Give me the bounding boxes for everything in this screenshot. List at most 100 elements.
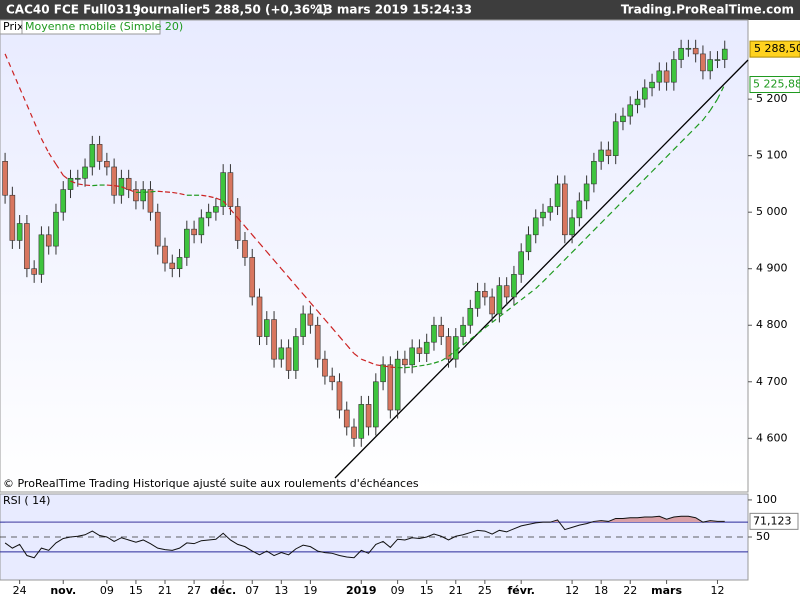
- candle-body: [678, 47, 684, 60]
- y-tick-label: 4 800: [756, 318, 788, 331]
- candle-body: [598, 149, 604, 162]
- candle-body: [9, 194, 16, 241]
- candle-body: [547, 206, 554, 213]
- x-tick-label: févr.: [507, 584, 534, 597]
- ma-segment: [644, 171, 653, 180]
- ma-segment: [280, 268, 290, 278]
- candle-body: [460, 324, 466, 337]
- candle-body: [343, 409, 350, 428]
- rsi-marker-label: 71,123: [753, 514, 792, 527]
- candle-body: [147, 189, 154, 213]
- candle-body: [511, 274, 517, 298]
- ma-segment: [55, 163, 64, 176]
- ma-marker-label: 5 225,88: [753, 78, 800, 91]
- ma-segment: [448, 350, 457, 357]
- ma-segment: [491, 316, 500, 323]
- candle-body: [685, 47, 692, 50]
- x-tick-label: 15: [129, 584, 143, 597]
- candle-body: [496, 285, 503, 315]
- ma-segment: [557, 259, 566, 268]
- candle-body: [431, 324, 437, 343]
- ma-segment: [709, 98, 718, 111]
- x-tick-label: 07: [245, 584, 259, 597]
- candle-body: [620, 115, 626, 123]
- candle-body: [133, 189, 139, 202]
- ma-segment: [484, 321, 493, 329]
- candle-body: [649, 81, 655, 89]
- x-tick-label: 09: [391, 584, 405, 597]
- candle-body: [467, 307, 474, 326]
- ma-segment: [622, 193, 631, 202]
- ma-segment: [506, 304, 515, 312]
- candle-body: [227, 172, 234, 207]
- candle-body: [583, 183, 590, 202]
- candle-body: [540, 211, 546, 219]
- candle-body: [409, 347, 415, 366]
- ma-segment: [288, 276, 297, 287]
- note: © ProRealTime Trading Historique ajusté …: [3, 477, 419, 490]
- rsi-marker: [749, 512, 799, 530]
- ma-segment: [433, 360, 442, 364]
- ma-segment: [499, 310, 508, 318]
- candle-body: [125, 177, 132, 190]
- ma-segment: [593, 222, 602, 231]
- ma-segment: [121, 186, 129, 191]
- ma-segment: [229, 208, 239, 219]
- candle-body: [721, 48, 728, 60]
- y-tick-label: 50: [756, 530, 770, 543]
- candle-body: [300, 313, 306, 337]
- candle-body: [154, 211, 161, 247]
- candle-body: [474, 291, 481, 309]
- ma-segment: [201, 194, 209, 197]
- candle-body: [482, 291, 488, 298]
- candle-body: [271, 319, 277, 360]
- candle-body: [53, 211, 59, 247]
- ma-segment: [208, 195, 217, 199]
- ma-segment: [702, 110, 711, 121]
- candle-body: [104, 161, 110, 168]
- ma-segment: [695, 119, 704, 128]
- last-price-marker: [749, 40, 800, 58]
- ma-segment: [368, 361, 377, 366]
- candle-body: [336, 381, 343, 411]
- ma-segment: [462, 338, 471, 346]
- ma-segment: [128, 189, 137, 193]
- candle-body: [641, 87, 648, 100]
- x-tick-label: 19: [303, 584, 317, 597]
- ma-segment: [48, 152, 57, 165]
- candle-body: [656, 70, 663, 83]
- x-tick-label: 12: [565, 584, 579, 597]
- candle-body: [518, 251, 525, 275]
- candle-body: [714, 59, 721, 61]
- ma-segment: [302, 293, 311, 304]
- ma-segment: [164, 191, 173, 194]
- ma-segment: [412, 365, 420, 368]
- legend-price: Prix: [3, 20, 24, 33]
- candle-body: [45, 234, 52, 247]
- x-tick-label: 24: [13, 584, 27, 597]
- candle-body: [387, 364, 394, 411]
- ma-segment: [106, 184, 115, 187]
- ma-segment: [114, 185, 122, 188]
- candle-body: [162, 245, 168, 264]
- ma-segment: [143, 191, 151, 194]
- price: 5 288,50 (+0,36%): [202, 3, 328, 17]
- candle-body: [532, 217, 539, 236]
- ma-segment: [382, 365, 391, 368]
- candle-body: [358, 404, 365, 439]
- candle-body: [285, 347, 292, 371]
- datetime: 13 mars 2019 15:24:33: [316, 3, 472, 17]
- candles: [2, 39, 728, 447]
- ma-segment: [92, 184, 100, 187]
- candle-body: [569, 217, 575, 236]
- candle-body: [445, 336, 452, 360]
- ma-segment: [11, 70, 21, 89]
- ma-segment: [295, 285, 304, 295]
- candle-body: [394, 358, 401, 411]
- candle-body: [692, 47, 699, 55]
- candle-body: [2, 161, 8, 196]
- candle-body: [700, 53, 706, 72]
- symbol: CAC40 FCE Full0319: [6, 3, 141, 17]
- candle-body: [365, 404, 372, 428]
